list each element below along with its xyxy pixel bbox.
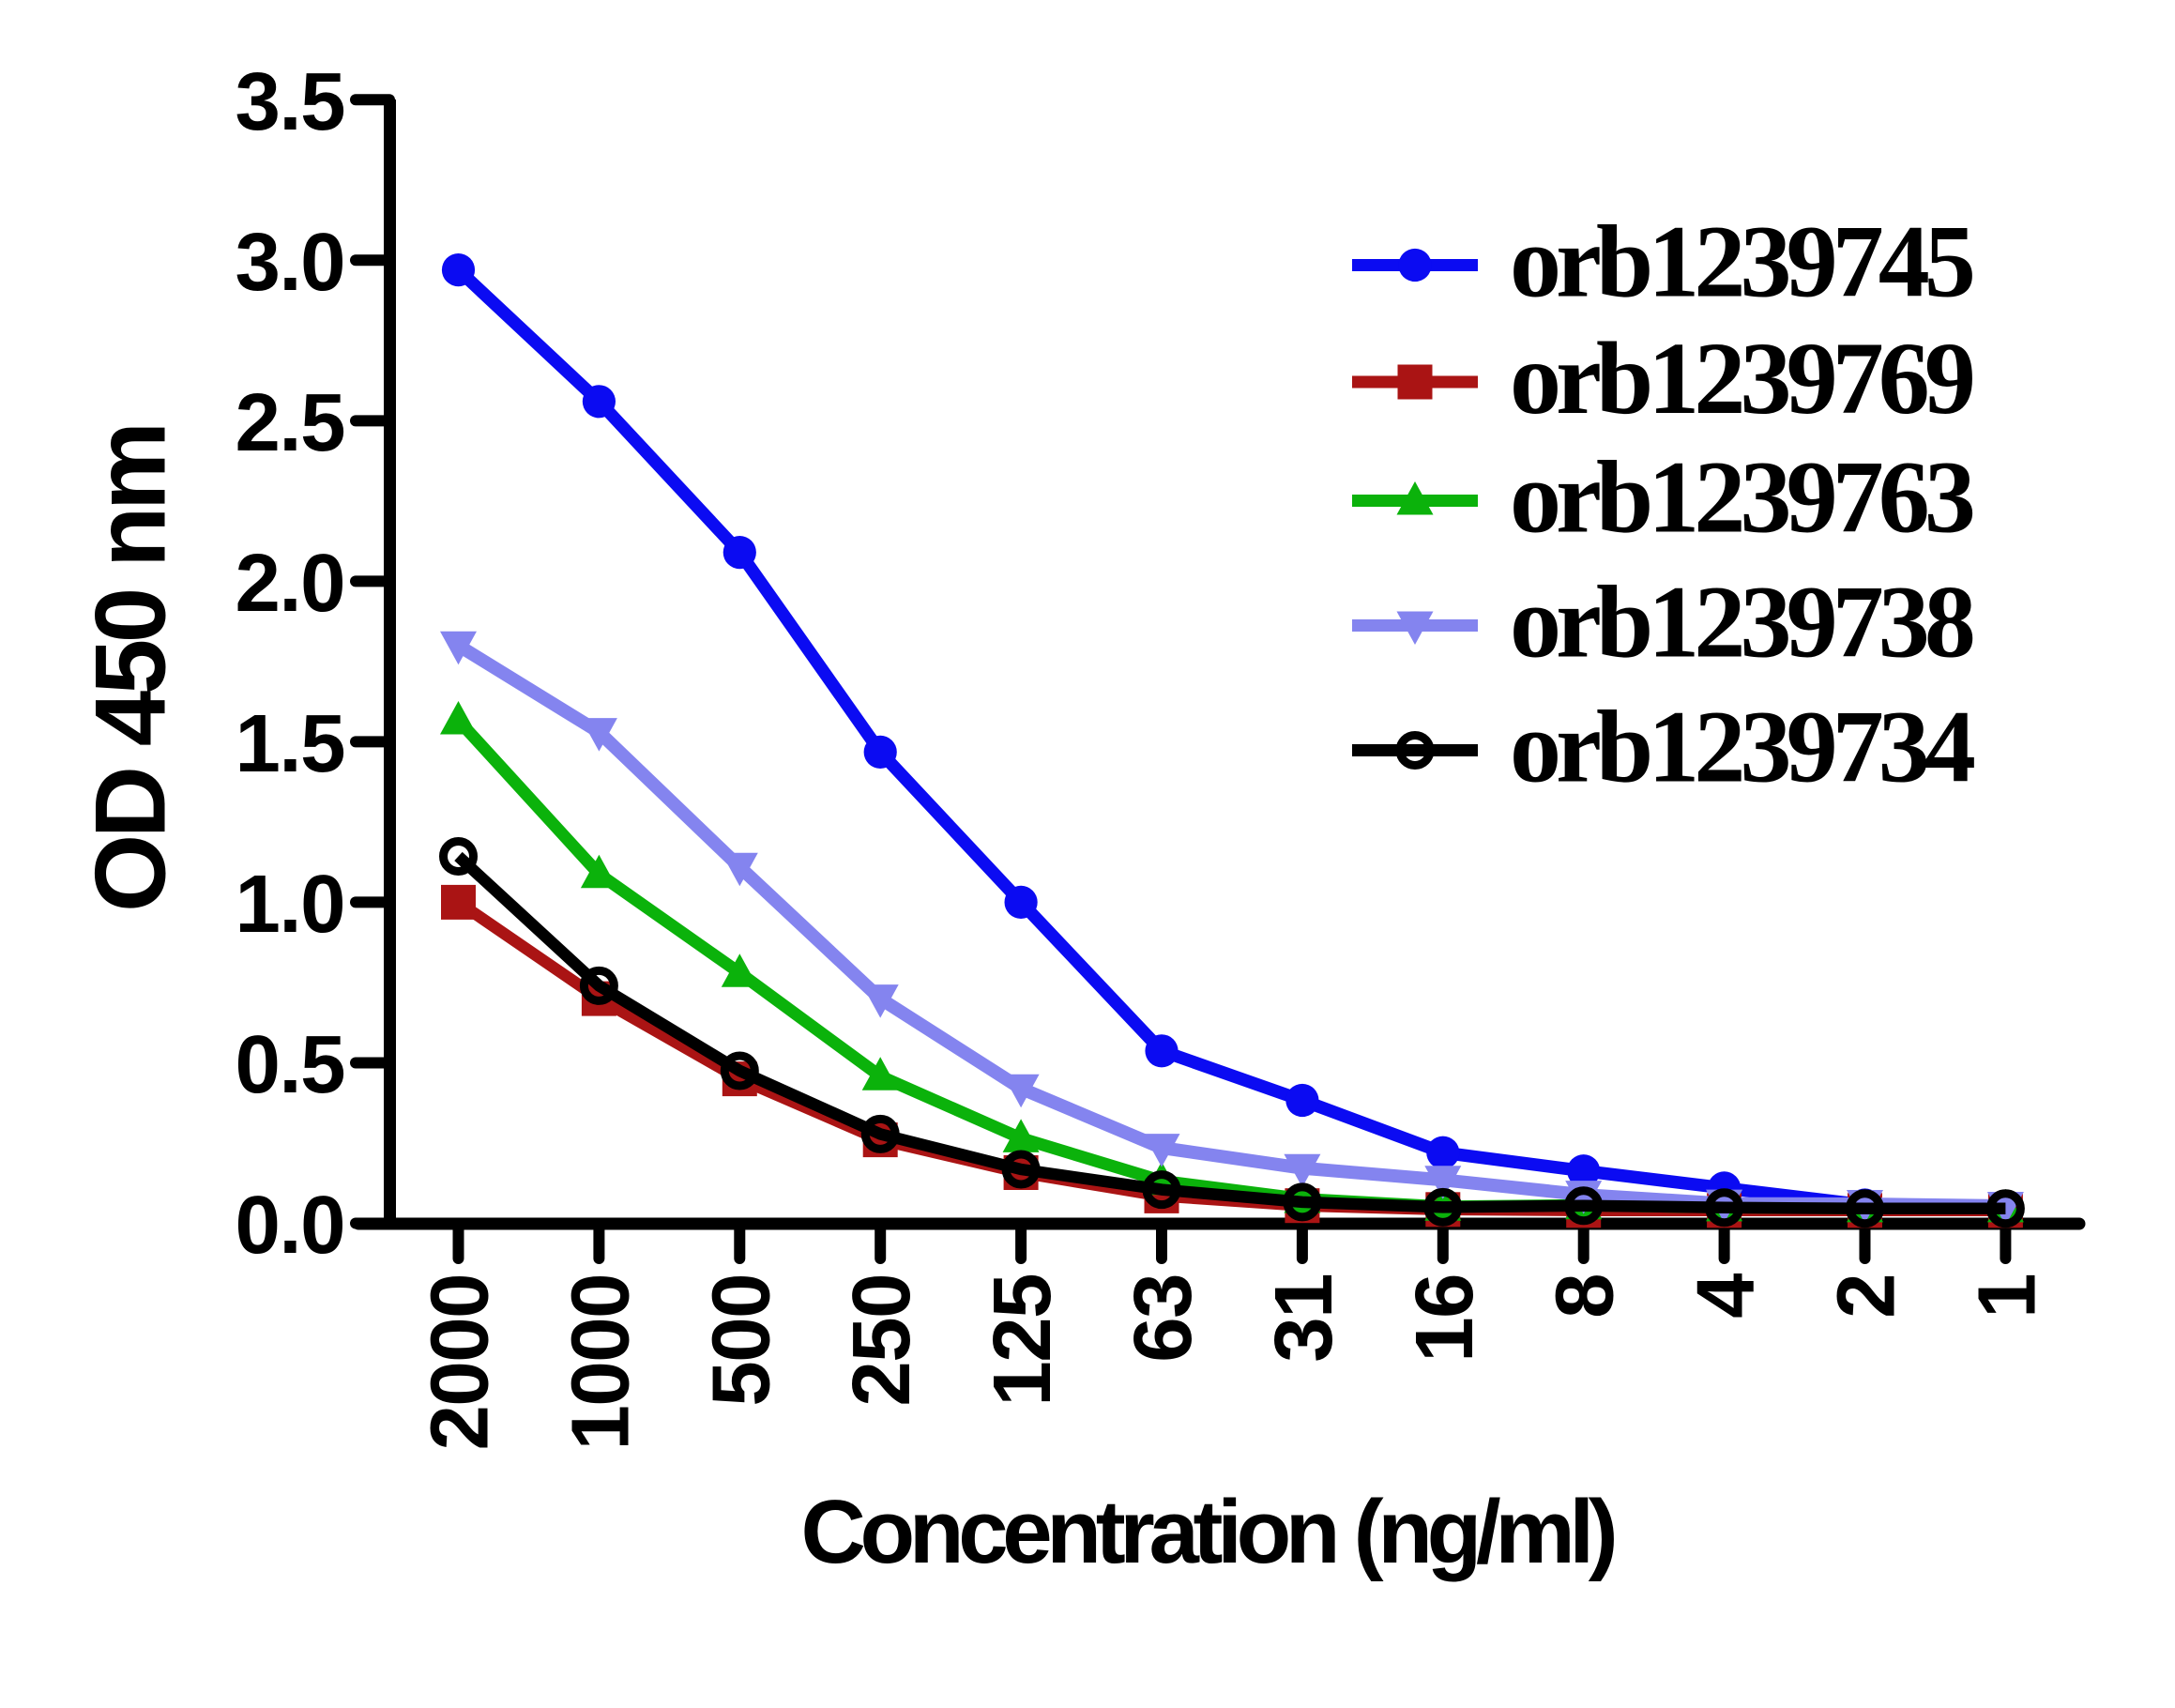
svg-text:Concentration (ng/ml): Concentration (ng/ml) bbox=[801, 1482, 1615, 1582]
svg-text:31: 31 bbox=[1258, 1274, 1349, 1363]
svg-text:orb1239738: orb1239738 bbox=[1510, 565, 1973, 679]
svg-text:2.0: 2.0 bbox=[236, 538, 344, 629]
svg-text:2.5: 2.5 bbox=[236, 377, 344, 468]
svg-text:OD 450 nm: OD 450 nm bbox=[74, 426, 187, 912]
svg-text:orb1239734: orb1239734 bbox=[1510, 690, 1974, 804]
svg-text:orb1239745: orb1239745 bbox=[1510, 205, 1972, 319]
svg-text:2: 2 bbox=[1821, 1274, 1912, 1319]
svg-text:63: 63 bbox=[1118, 1274, 1209, 1363]
svg-text:orb1239769: orb1239769 bbox=[1510, 321, 1973, 435]
svg-text:2000: 2000 bbox=[415, 1274, 506, 1451]
svg-text:1.5: 1.5 bbox=[236, 698, 344, 789]
svg-text:8: 8 bbox=[1540, 1274, 1631, 1319]
svg-text:3.0: 3.0 bbox=[236, 217, 344, 308]
svg-text:0.0: 0.0 bbox=[236, 1180, 344, 1271]
svg-text:500: 500 bbox=[695, 1274, 786, 1407]
svg-text:250: 250 bbox=[836, 1274, 927, 1407]
svg-text:3.5: 3.5 bbox=[236, 56, 344, 147]
svg-text:1.0: 1.0 bbox=[236, 859, 344, 950]
svg-text:1000: 1000 bbox=[555, 1274, 646, 1451]
svg-text:16: 16 bbox=[1399, 1274, 1490, 1363]
svg-text:4: 4 bbox=[1681, 1273, 1772, 1319]
svg-text:0.5: 0.5 bbox=[236, 1019, 344, 1110]
svg-text:1: 1 bbox=[1961, 1274, 2052, 1319]
svg-text:125: 125 bbox=[977, 1274, 1068, 1407]
svg-text:orb1239763: orb1239763 bbox=[1510, 440, 1973, 555]
